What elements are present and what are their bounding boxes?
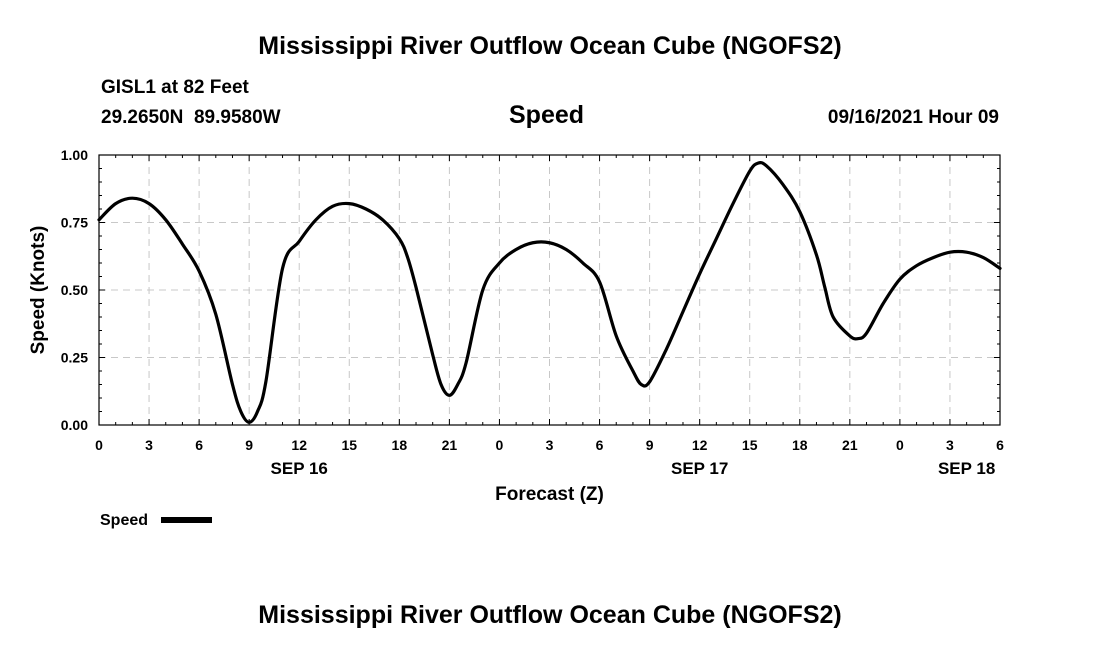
page-title: Mississippi River Outflow Ocean Cube (NG… (258, 32, 842, 60)
station-label: GISL1 at 82 Feet (101, 77, 249, 98)
y-tick-label: 0.00 (61, 417, 88, 433)
speed-series-line (97, 161, 1002, 424)
y-tick-label: 0.25 (61, 350, 88, 366)
x-axis-label: Forecast (Z) (495, 484, 604, 505)
x-tick-label: 21 (842, 437, 858, 453)
x-tick-label: 6 (596, 437, 604, 453)
x-tick-label: 0 (496, 437, 504, 453)
date-label: SEP 17 (671, 459, 728, 478)
x-tick-label: 6 (996, 437, 1004, 453)
x-tick-label: 21 (442, 437, 458, 453)
x-tick-label: 12 (291, 437, 307, 453)
x-tick-label: 3 (946, 437, 954, 453)
x-tick-label: 0 (896, 437, 904, 453)
datetime-label: 09/16/2021 Hour 09 (827, 107, 999, 128)
x-tick-label: 3 (546, 437, 554, 453)
x-tick-label: 6 (195, 437, 203, 453)
x-tick-label: 9 (646, 437, 654, 453)
x-tick-label: 3 (145, 437, 153, 453)
date-label: SEP 16 (271, 459, 328, 478)
y-tick-label: 1.00 (61, 147, 88, 163)
x-tick-label: 15 (341, 437, 357, 453)
coordinates-label: 29.2650N 89.9580W (101, 107, 281, 128)
variable-title: Speed (509, 101, 585, 129)
date-label: SEP 18 (938, 459, 995, 478)
x-tick-label: 12 (692, 437, 708, 453)
x-tick-label: 0 (95, 437, 103, 453)
x-tick-label: 15 (742, 437, 758, 453)
legend-label: Speed (100, 512, 148, 529)
x-tick-label: 18 (792, 437, 808, 453)
y-tick-label: 0.50 (61, 282, 88, 298)
legend-swatch (161, 517, 212, 523)
y-axis-label: Speed (Knots) (28, 226, 49, 355)
x-tick-label: 18 (392, 437, 408, 453)
y-tick-label: 0.75 (61, 215, 88, 231)
footer-title: Mississippi River Outflow Ocean Cube (NG… (258, 601, 842, 629)
x-tick-label: 9 (245, 437, 253, 453)
